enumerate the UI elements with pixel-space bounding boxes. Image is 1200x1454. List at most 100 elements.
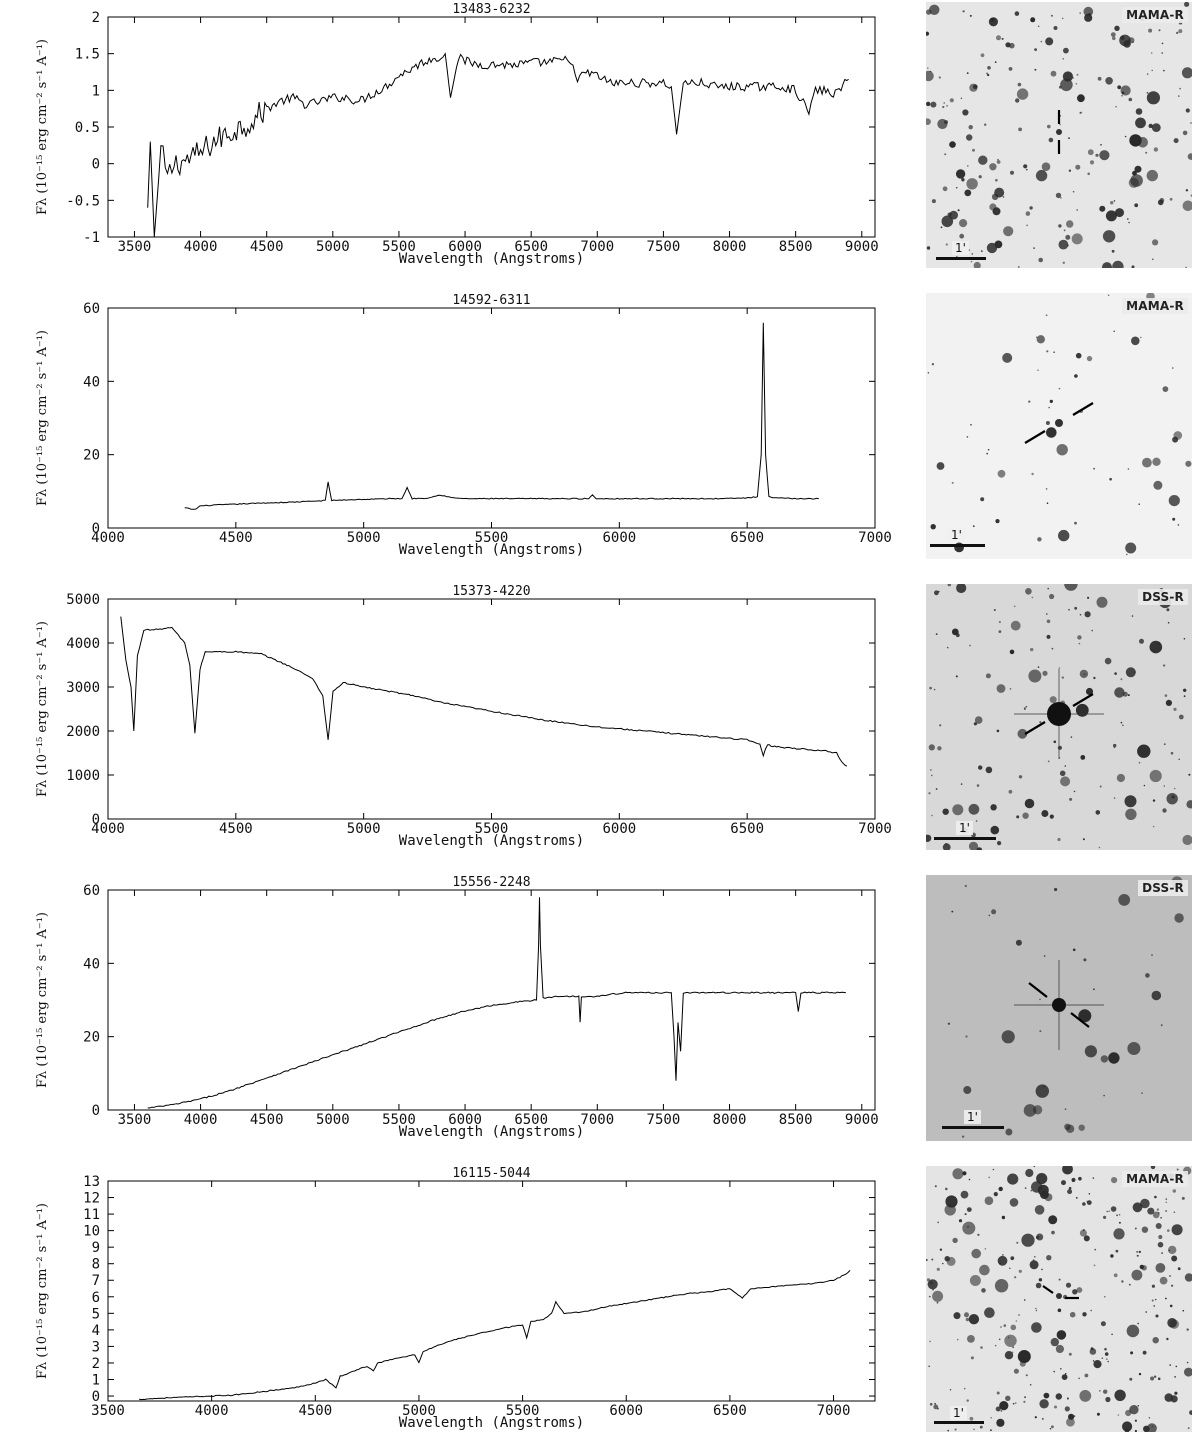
star (939, 724, 942, 727)
star (942, 186, 948, 192)
star (1095, 153, 1099, 157)
star (1127, 468, 1130, 470)
star (1184, 2, 1190, 7)
star (933, 1404, 939, 1410)
star (1121, 91, 1125, 95)
star (996, 684, 1006, 693)
star (936, 1267, 940, 1271)
star (1082, 1202, 1086, 1206)
x-tick-label: 6000 (609, 1403, 643, 1419)
star (969, 644, 971, 647)
star (926, 70, 934, 82)
star (1010, 1257, 1014, 1261)
star (1112, 36, 1116, 41)
finder-image-4: DSS-R 1' (926, 875, 1192, 1141)
star (1064, 1108, 1067, 1110)
star (1117, 85, 1122, 90)
star (1064, 1373, 1067, 1375)
star (1182, 1309, 1185, 1312)
star (1014, 1402, 1017, 1404)
star (1165, 1210, 1167, 1212)
star (966, 436, 969, 438)
star (1159, 1276, 1168, 1285)
star (1093, 1264, 1096, 1267)
star (1145, 973, 1150, 978)
star (1069, 1311, 1076, 1318)
star (1110, 32, 1116, 37)
star (973, 722, 977, 726)
star (1058, 239, 1069, 250)
star (1177, 524, 1180, 526)
star (1035, 169, 1048, 182)
y-tick-label: 2 (92, 1356, 100, 1372)
star (1005, 1128, 1013, 1136)
star (1068, 137, 1070, 140)
star (1157, 1241, 1164, 1248)
star (1139, 1264, 1144, 1270)
star (933, 688, 936, 691)
star (1034, 1205, 1045, 1215)
star (1143, 784, 1146, 787)
star (990, 1429, 992, 1432)
star (1030, 1189, 1033, 1192)
star (1143, 1425, 1150, 1432)
star (1073, 790, 1076, 793)
star (972, 148, 975, 152)
spectrum-row-3: 15373-4220 4000 4500 5000 5500 6000 6500 7000 0 1… (0, 582, 1200, 872)
star (1053, 740, 1057, 744)
star (942, 1262, 944, 1265)
star (1060, 1368, 1062, 1370)
x-tick-label: 5500 (475, 530, 509, 546)
x-tick-label: 8500 (779, 239, 813, 255)
x-tick-label: 9000 (845, 1112, 879, 1128)
star (1110, 1254, 1114, 1258)
y-axis-label: Fλ (10⁻¹⁵ erg cm⁻² s⁻¹ A⁻¹) (35, 912, 50, 1088)
star (1164, 694, 1168, 697)
star (1031, 596, 1034, 599)
star (1055, 192, 1062, 199)
star (1039, 998, 1041, 1001)
star (945, 1187, 948, 1191)
star (1129, 1377, 1133, 1381)
star (1063, 229, 1066, 232)
x-tick-label: 6000 (448, 1112, 482, 1128)
spectrum-line (184, 322, 819, 510)
star (954, 1428, 957, 1431)
scale-label: 1' (952, 241, 969, 255)
star (1113, 1273, 1118, 1278)
star (934, 590, 939, 596)
star (980, 250, 983, 253)
star (1036, 1173, 1048, 1185)
y-tick-label: 10 (83, 1224, 100, 1240)
x-tick-label: 7000 (580, 1112, 614, 1128)
star (964, 884, 967, 888)
star (1069, 797, 1073, 801)
star (1077, 94, 1085, 103)
y-tick-label: 60 (83, 883, 100, 899)
star (1171, 1284, 1174, 1287)
star (990, 18, 995, 22)
star (952, 1168, 964, 1180)
star (1127, 694, 1130, 697)
star (992, 1168, 995, 1171)
star (1134, 165, 1142, 173)
star (1087, 172, 1090, 176)
spectrum-row-2: 14592-6311 4000 4500 5000 5500 6000 6500 7000 0 2… (0, 291, 1200, 581)
star (1186, 800, 1192, 809)
star (1140, 1198, 1150, 1209)
star (1033, 1166, 1036, 1167)
star (1134, 1419, 1137, 1422)
star (1029, 1384, 1032, 1386)
scale-bar (930, 544, 985, 547)
star (1146, 169, 1158, 182)
y-tick-label: 40 (83, 374, 100, 390)
star (1157, 199, 1164, 206)
star (964, 1312, 969, 1318)
star (1129, 1405, 1139, 1415)
star (1072, 1289, 1078, 1295)
image-survey-label: MAMA-R (1122, 1171, 1188, 1187)
star (1176, 31, 1179, 35)
star (1178, 714, 1184, 720)
x-tick-label: 7000 (858, 530, 892, 546)
